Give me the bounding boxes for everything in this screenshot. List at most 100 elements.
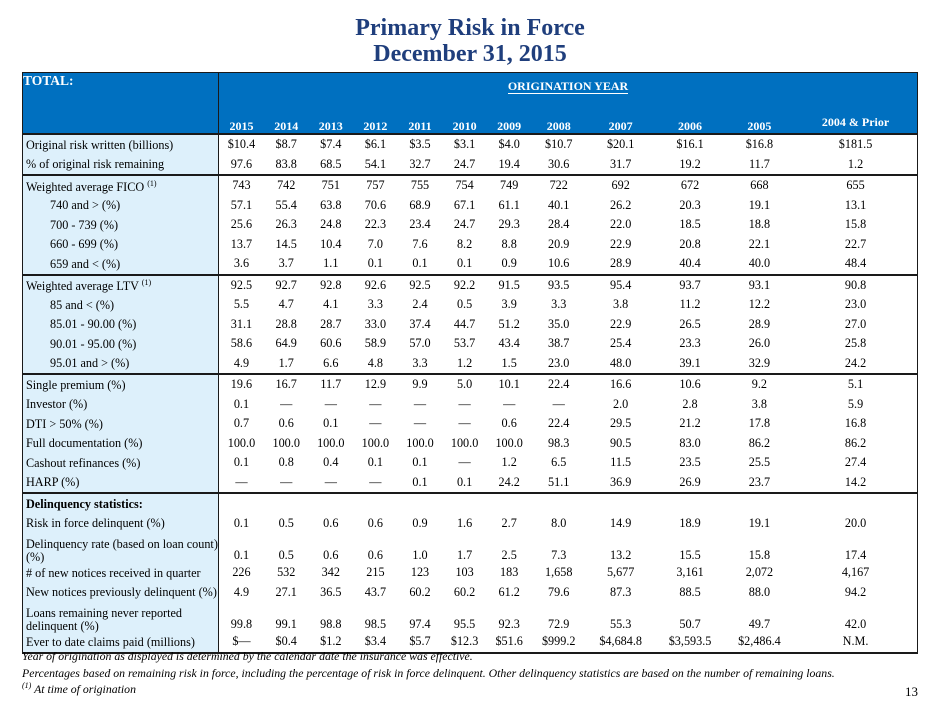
cell-value: 5.0 — [442, 373, 487, 395]
cell-value: 39.1 — [679, 355, 701, 370]
cell-value: 2.7 — [501, 515, 517, 530]
cell-value: 8.2 — [456, 236, 473, 251]
cell-value: 19.6 — [218, 373, 264, 395]
cell-value: 757 — [353, 174, 398, 196]
cell-value: $10.4 — [218, 133, 264, 155]
cell-value: 11.7 — [308, 373, 354, 395]
cell-value: 3.9 — [501, 297, 517, 312]
table-row: Single premium (%) 19.6 16.7 11.7 12.9 9.9 5.0… — [22, 373, 918, 395]
cell-value — [263, 492, 309, 514]
cell-value: 94.2 — [844, 584, 867, 599]
cell-value: $3.1 — [442, 133, 487, 155]
cell-value: 31.1 — [230, 316, 253, 331]
cell-value: 26.0 — [748, 336, 771, 351]
origination-year-label: ORIGINATION YEAR — [218, 72, 918, 101]
cell-value: 0.5 — [278, 548, 294, 562]
row-label-text: Ever to date claims paid (millions) — [26, 634, 195, 649]
cell-value: 58.6 — [230, 336, 253, 351]
cell-value: 16.6 — [585, 373, 656, 395]
table-row: 740 and > (%) 57.1 55.4 63.8 70.6 68.9 67.1 61.… — [22, 195, 918, 215]
cell-value: 19.1 — [748, 515, 771, 530]
cell-value: 68.5 — [320, 156, 342, 171]
cell-value: $1.2 — [320, 634, 342, 649]
page-title: Primary Risk in Force — [355, 15, 585, 41]
cell-value: 91.5 — [486, 273, 532, 295]
cell-value: 54.1 — [364, 156, 387, 171]
row-label: Full documentation (%) — [22, 433, 219, 453]
footnote-text: At time of origination — [31, 681, 136, 696]
year-header: 2008 — [531, 101, 586, 134]
cell-value: $20.1 — [585, 133, 656, 155]
cell-value: 10.1 — [486, 373, 532, 395]
cell-value: 22.9 — [609, 236, 632, 251]
cell-value: 0.1 — [233, 396, 250, 411]
row-label-text: Loans remaining never reported delinquen… — [26, 606, 183, 633]
cell-value: 22.7 — [844, 236, 867, 251]
cell-value: $10.7 — [531, 133, 586, 155]
footnote-origination-time: (1) At time of origination — [22, 681, 136, 697]
cell-value: 64.9 — [275, 336, 297, 351]
row-label-text: 85.01 - 90.00 (%) — [50, 317, 137, 331]
year-header: 2006 — [655, 101, 725, 134]
row-label-text: HARP (%) — [26, 475, 80, 489]
cell-value: 7.3 — [551, 548, 567, 562]
year-header: 2004 & Prior — [794, 101, 918, 134]
row-label: Ever to date claims paid (millions) — [22, 632, 219, 653]
cell-value: 100.0 — [450, 435, 479, 450]
cell-value: — — [280, 474, 293, 489]
cell-value: 0.6 — [278, 416, 294, 431]
cell-value: 0.5 — [278, 515, 294, 530]
table-row: Original risk written (billions) $10.4 $8.… — [22, 133, 918, 155]
cell-value: 18.5 — [679, 217, 701, 232]
cell-value: 1.0 — [412, 548, 428, 562]
cell-value: 0.1 — [233, 455, 250, 470]
cell-value: $51.6 — [495, 634, 523, 649]
cell-value: 0.6 — [501, 416, 517, 431]
cell-value: 24.2 — [844, 355, 867, 370]
cell-value: 12.2 — [748, 297, 771, 312]
cell-value: 22.0 — [609, 217, 632, 232]
cell-value: 60.6 — [320, 336, 342, 351]
cell-value: 15.8 — [748, 548, 771, 562]
cell-value: 60.2 — [409, 584, 431, 599]
cell-value: 93.1 — [724, 273, 795, 295]
cell-value: 100.0 — [272, 435, 300, 450]
cell-value: $4,684.8 — [599, 634, 642, 649]
cell-value: 28.9 — [748, 316, 771, 331]
cell-value — [442, 492, 487, 514]
row-label-text: 660 - 699 (%) — [50, 237, 119, 251]
cell-value: 0.6 — [367, 548, 383, 562]
cell-value: 26.2 — [609, 197, 632, 212]
cell-value: 100.0 — [495, 435, 523, 450]
cell-value: 2,072 — [745, 565, 774, 580]
cell-value: 4,167 — [841, 565, 870, 580]
table-row: Loans remaining never reported delinquen… — [22, 602, 918, 633]
cell-value: 26.9 — [679, 474, 701, 489]
risk-in-force-table: TOTAL: ORIGINATION YEAR 2015 2014 2013 2012… — [22, 72, 918, 654]
cell-value: 0.5 — [456, 297, 473, 312]
cell-value: 16.8 — [844, 416, 867, 431]
cell-value: 32.9 — [748, 355, 771, 370]
cell-value: 8.8 — [501, 236, 517, 251]
cell-value: 11.2 — [679, 297, 701, 312]
footnote-ref: (1) — [141, 278, 152, 288]
row-label: Single premium (%) — [22, 373, 219, 395]
cell-value: 11.5 — [610, 455, 632, 470]
row-label-text: Risk in force delinquent (%) — [26, 516, 165, 530]
cell-value: — — [458, 416, 471, 431]
cell-value: 86.2 — [748, 435, 771, 450]
row-label-text: 700 - 739 (%) — [50, 217, 119, 232]
cell-value: 97.4 — [409, 617, 431, 631]
row-label-text: # of new notices received in quarter — [26, 565, 201, 580]
row-label: 660 - 699 (%) — [22, 234, 219, 254]
cell-value: 12.9 — [353, 373, 398, 395]
cell-value: 92.7 — [263, 273, 309, 295]
cell-value: 1.6 — [456, 515, 473, 530]
cell-value: 100.0 — [361, 435, 390, 450]
year-header: 2014 — [263, 101, 309, 134]
cell-value — [724, 492, 795, 514]
cell-value: 87.3 — [609, 584, 632, 599]
cell-value — [655, 492, 725, 514]
cell-value: — — [458, 396, 471, 411]
